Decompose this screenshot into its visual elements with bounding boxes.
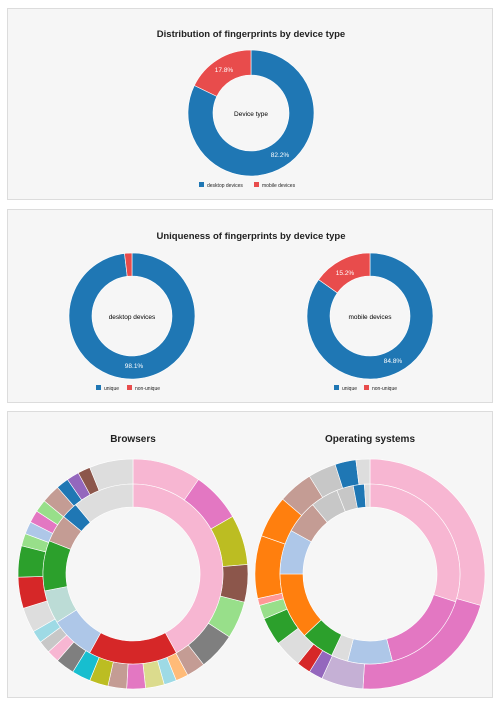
desktop-uniqueness-slice-1	[124, 252, 133, 277]
browsers-inner-slice-0	[132, 483, 224, 654]
browsers-outer-slice-3	[219, 564, 249, 603]
browsers-sunburst	[17, 458, 249, 690]
legend-swatch-unique-desktop	[96, 385, 101, 390]
mobile-uniqueness-donut	[306, 252, 434, 380]
os-sunburst	[254, 458, 486, 690]
browsers-inner-slice-7	[75, 483, 134, 523]
legend-label-mobile: mobile devices	[262, 183, 296, 189]
mobile-uniqueness-slice-1	[318, 252, 371, 294]
legend-label-desktop: desktop devices	[207, 183, 243, 189]
device-type-slice-1	[193, 49, 252, 97]
device-type-panel: Distribution of fingerprints by device t…	[7, 8, 493, 200]
legend-swatch-nonunique-desktop	[127, 385, 132, 390]
mobile-share-label: 17.8%	[215, 67, 234, 74]
mobile-nonunique-share-label: 15.2%	[336, 270, 355, 277]
legend-label-nonunique-mobile: non-unique	[372, 386, 397, 392]
desktop-share-label: 82.2%	[271, 152, 290, 159]
legend-label-nonunique-desktop: non-unique	[135, 386, 160, 392]
os-inner-slice-11	[364, 483, 371, 508]
sunburst-charts: Browsers Operating systems	[17, 434, 486, 690]
desktop-center-label: desktop devices	[109, 314, 156, 321]
browsers-outer-slice-10	[126, 663, 146, 690]
browsers-chart-title: Browsers	[110, 434, 156, 445]
desktop-unique-share-label: 98.1%	[125, 363, 144, 370]
legend-label-unique-mobile: unique	[342, 386, 357, 392]
legend-label-unique-desktop: unique	[104, 386, 119, 392]
device-type-slice-0	[187, 49, 315, 177]
device-type-chart-title: Distribution of fingerprints by device t…	[157, 29, 345, 40]
browsers-inner-slice-4	[42, 540, 72, 592]
legend-swatch-mobile	[254, 182, 259, 187]
mobile-uniqueness-slice-0	[306, 252, 434, 380]
device-type-chart: Distribution of fingerprints by device t…	[157, 29, 345, 189]
legend-swatch-nonunique-mobile	[364, 385, 369, 390]
device-type-donut	[187, 49, 315, 177]
desktop-uniqueness-donut	[68, 252, 196, 380]
mobile-center-label: mobile devices	[349, 314, 393, 321]
legend-swatch-desktop	[199, 182, 204, 187]
uniqueness-chart-title: Uniqueness of fingerprints by device typ…	[157, 231, 346, 242]
legend-swatch-unique-mobile	[334, 385, 339, 390]
os-chart-title: Operating systems	[325, 434, 415, 445]
uniqueness-chart: Uniqueness of fingerprints by device typ…	[68, 231, 434, 392]
desktop-uniqueness-slice-0	[68, 252, 196, 380]
os-inner-slice-2	[347, 638, 393, 665]
mobile-unique-share-label: 84.8%	[384, 358, 403, 365]
device-type-center-label: Device type	[234, 111, 268, 118]
sunburst-panel: Browsers Operating systems	[7, 411, 493, 698]
uniqueness-panel: Uniqueness of fingerprints by device typ…	[7, 209, 493, 403]
